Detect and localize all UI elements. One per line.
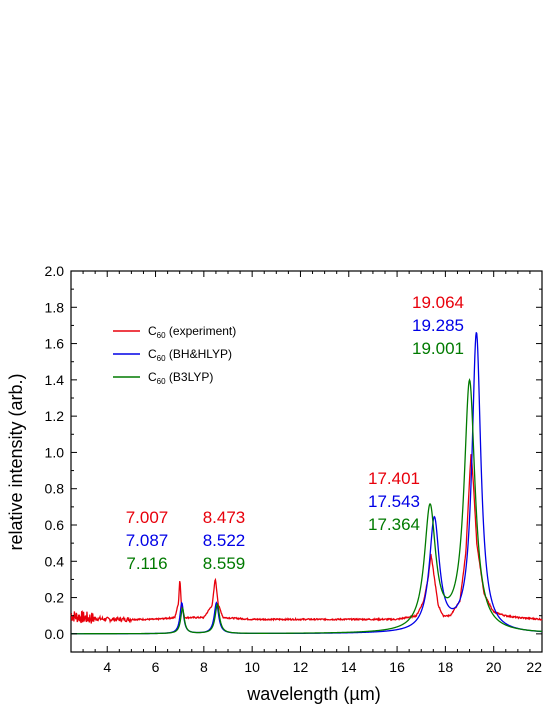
x-tick-label: 20 — [486, 659, 502, 675]
y-axis-title: relative intensity (arb.) — [6, 373, 26, 550]
y-tick-label: 0.6 — [45, 517, 65, 533]
legend: C60 (experiment) C60 (BH&HLYP) C60 (B3LYP) — [113, 324, 236, 386]
y-tick-label: 1.0 — [45, 444, 65, 460]
axis-ticks — [71, 270, 543, 653]
x-tick-label: 16 — [389, 659, 405, 675]
peak-label-7-green: 7.116 — [126, 554, 167, 573]
peak-annotations: 7.007 7.087 7.116 8.473 8.522 8.559 17.401 17.5… — [126, 293, 464, 573]
peak-label-7-red: 7.007 — [126, 508, 169, 527]
peak-label-17-blue: 17.543 — [368, 492, 420, 511]
y-tick-label: 2.0 — [45, 263, 65, 279]
legend-label-0: C60 (experiment) — [148, 324, 236, 340]
x-tick-label: 6 — [152, 659, 160, 675]
y-tick-label: 0.8 — [45, 481, 65, 497]
x-tick-label: 22 — [526, 659, 542, 675]
series-line-1 — [71, 332, 543, 635]
y-tick-label: 1.4 — [45, 372, 65, 388]
peak-label-8-blue: 8.522 — [203, 531, 246, 550]
peak-label-17-green: 17.364 — [368, 515, 420, 534]
peak-label-8-red: 8.473 — [203, 508, 246, 527]
legend-label-2: C60 (B3LYP) — [148, 370, 213, 386]
x-axis-title: wavelength (µm) — [246, 684, 380, 704]
x-tick-label: 8 — [200, 659, 208, 675]
series-line-2 — [71, 378, 543, 635]
x-tick-label: 4 — [103, 659, 111, 675]
peak-label-19-red: 19.064 — [412, 293, 464, 312]
x-tick-label: 10 — [244, 659, 260, 675]
plot-area — [70, 270, 543, 653]
y-tick-label: 1.6 — [45, 336, 65, 352]
y-tick-label: 0.4 — [45, 553, 65, 569]
peak-label-17-red: 17.401 — [368, 469, 420, 488]
peak-label-8-green: 8.559 — [203, 554, 246, 573]
peak-label-7-blue: 7.087 — [126, 531, 169, 550]
peak-label-19-green: 19.001 — [412, 339, 464, 358]
x-tick-label: 18 — [438, 659, 454, 675]
x-tick-label: 12 — [293, 659, 309, 675]
axis-tick-labels: 4 6 8 10 12 14 16 18 20 22 0.0 0.2 0.4 0.6 0.8 1.0 1.2 1.… — [45, 263, 543, 675]
x-tick-label: 14 — [341, 659, 357, 675]
plot-frame — [70, 270, 543, 653]
y-tick-label: 0.0 — [45, 626, 65, 642]
legend-label-1: C60 (BH&HLYP) — [148, 347, 232, 363]
peak-label-19-blue: 19.285 — [412, 316, 464, 335]
y-tick-label: 1.8 — [45, 299, 65, 315]
series-layer — [70, 332, 543, 635]
y-tick-label: 1.2 — [45, 408, 65, 424]
y-tick-label: 0.2 — [45, 590, 65, 606]
series-line-0 — [70, 454, 543, 624]
